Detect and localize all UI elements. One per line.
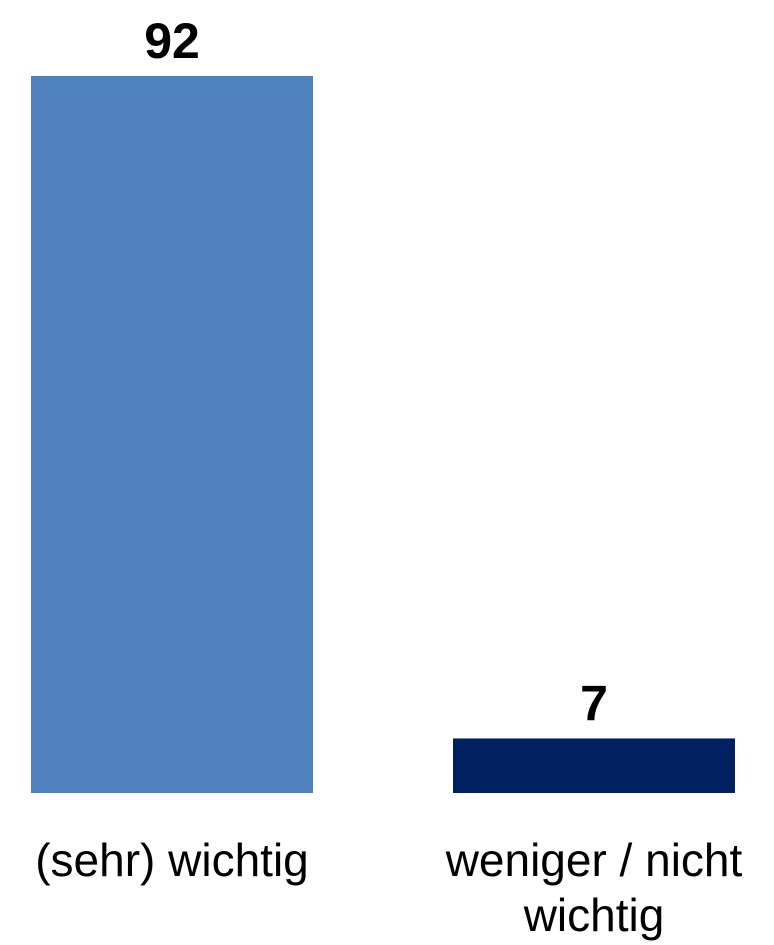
category-label-1-line-0: weniger / nicht — [445, 834, 743, 886]
bar-0 — [31, 76, 313, 793]
bar-1 — [453, 738, 735, 793]
bars-group — [31, 76, 735, 793]
category-label-0-line-0: (sehr) wichtig — [35, 834, 309, 886]
value-labels-group: 92 7 — [144, 13, 608, 731]
category-label-1: weniger / nicht wichtig — [445, 834, 743, 941]
value-label-0: 92 — [144, 13, 200, 69]
category-label-0: (sehr) wichtig — [35, 834, 309, 886]
category-labels-group: (sehr) wichtig weniger / nicht wichtig — [35, 834, 742, 941]
category-label-1-line-1: wichtig — [523, 889, 665, 941]
value-label-1: 7 — [580, 675, 608, 731]
